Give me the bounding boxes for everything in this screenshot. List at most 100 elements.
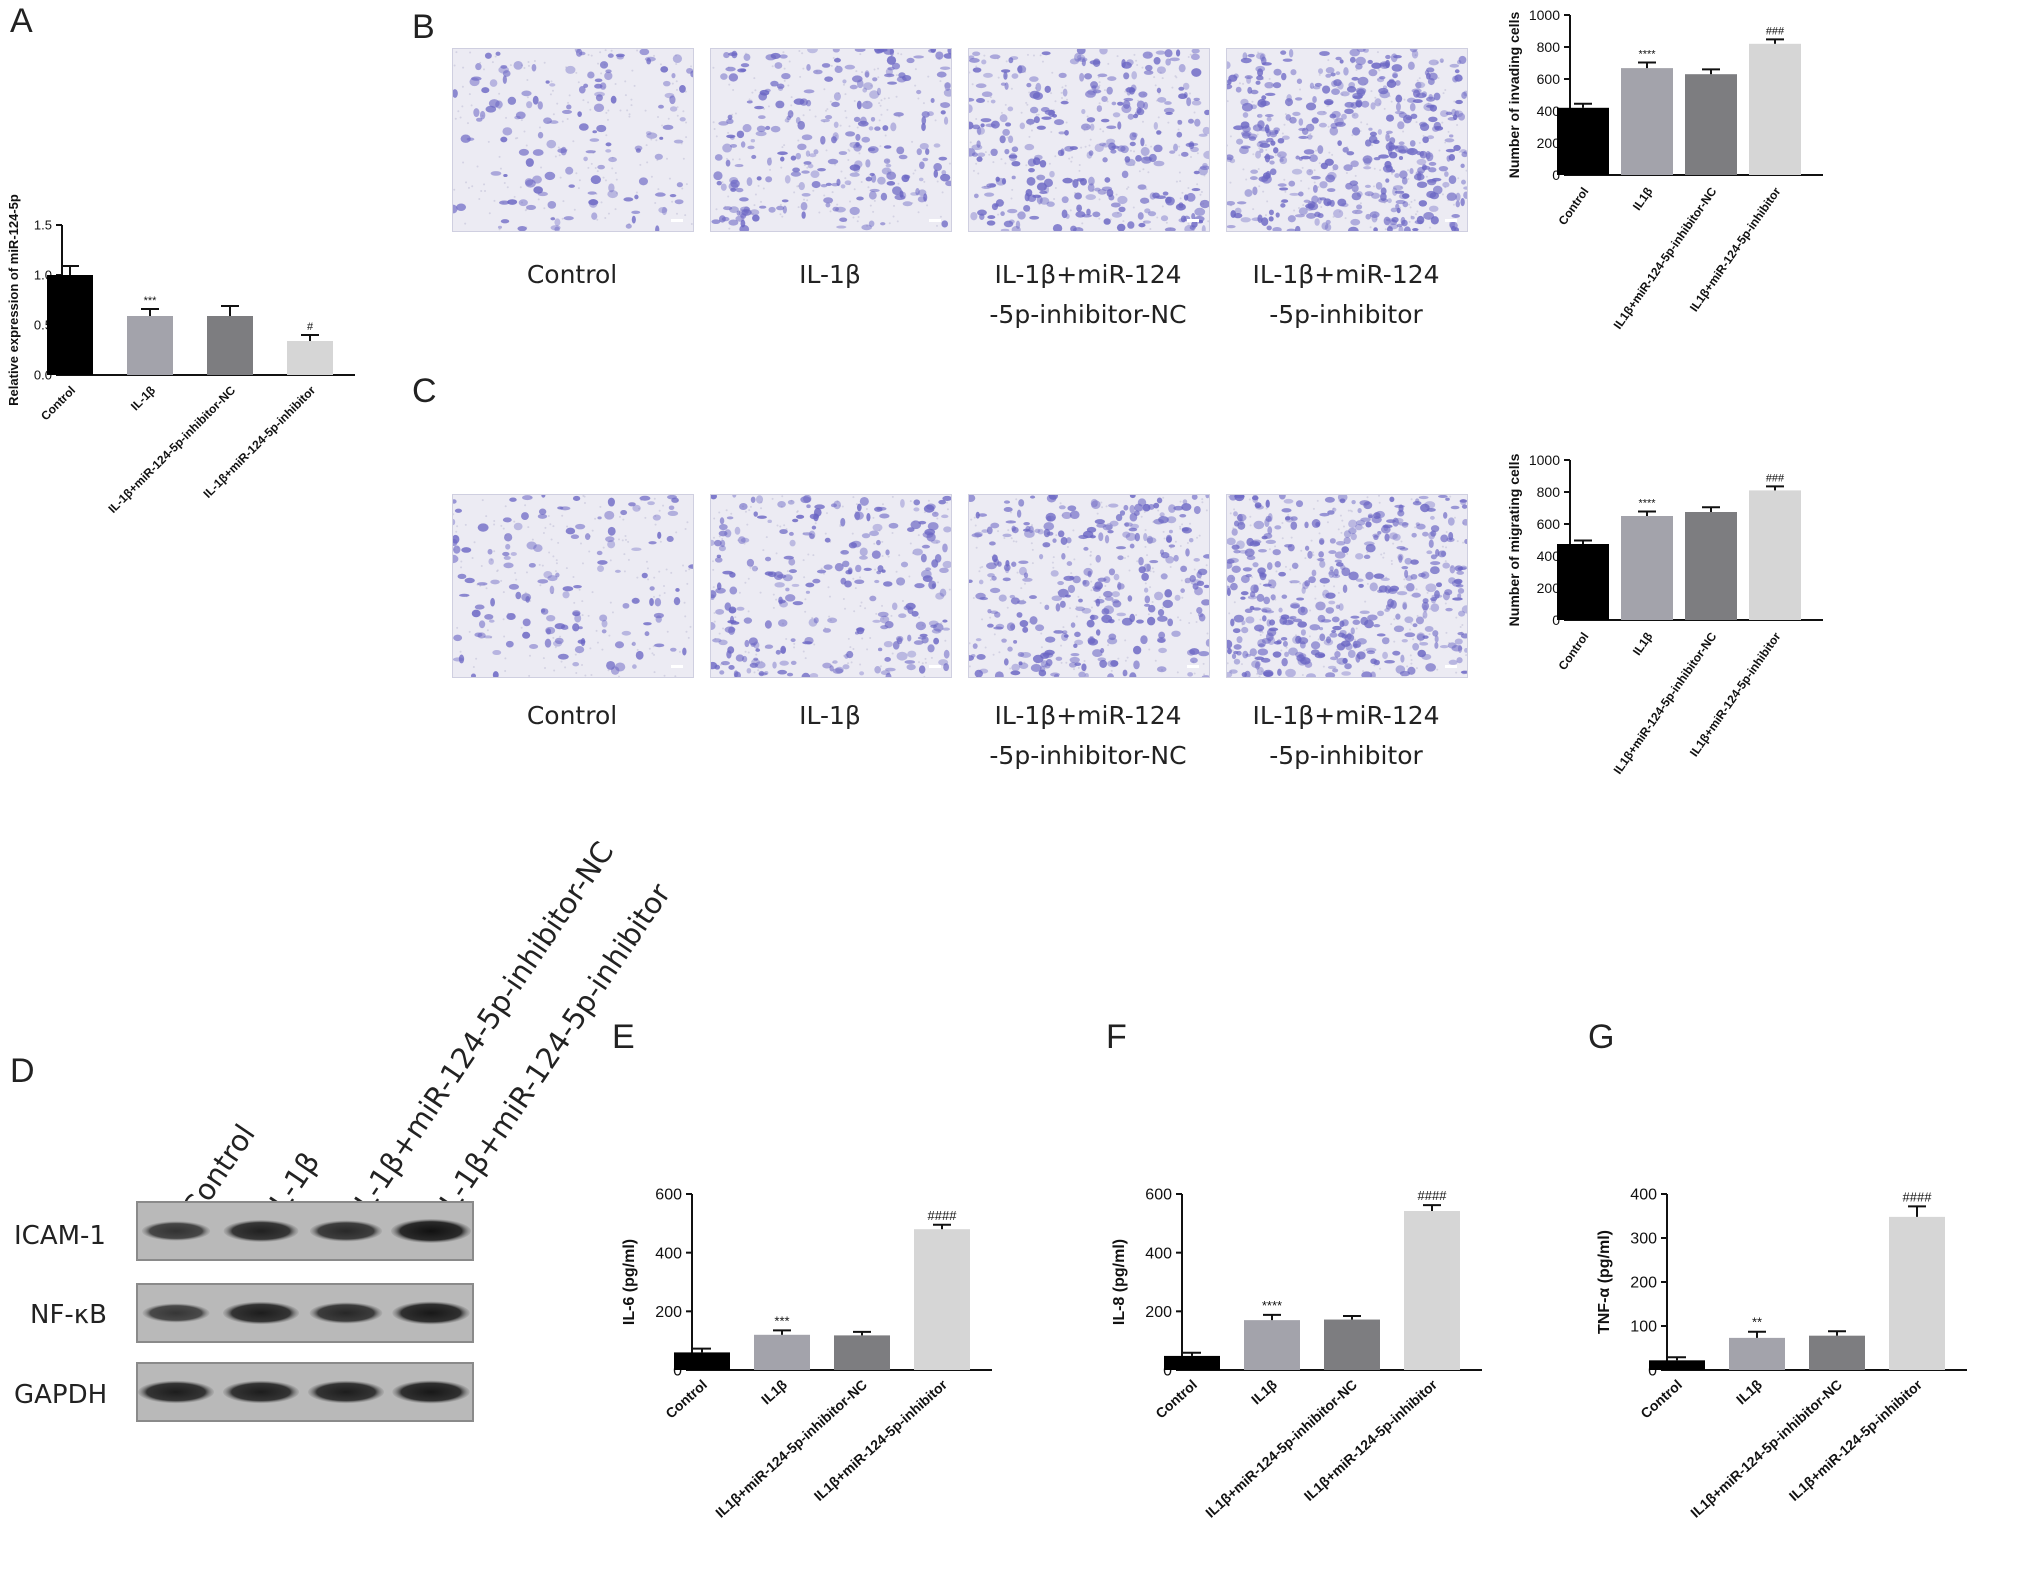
significance-label: ### [1766,472,1785,484]
blot-band [142,1303,210,1323]
y-axis-title: Number of invading cells [1506,12,1522,179]
significance-label: # [307,321,314,333]
x-tick-label: IL1β [758,1376,790,1407]
significance-label: ** [1752,1315,1762,1330]
x-tick-label: Control [1556,630,1592,673]
y-axis-title: Number of migrating cells [1506,453,1522,626]
bar [1749,43,1801,175]
y-tick-label: 400 [1630,1187,1657,1204]
y-tick-label: 400 [655,1245,682,1262]
micrograph-c-control [452,494,694,678]
y-tick-label: 600 [1537,516,1561,532]
bar [1164,1355,1220,1370]
y-tick-label: 800 [1537,39,1561,55]
micrograph-b-inhibitor [1226,48,1468,232]
bar [1889,1216,1945,1370]
bar [1685,512,1737,620]
y-tick-label: 200 [655,1304,682,1321]
micrograph-c-il1b [710,494,952,678]
panel-label-c: C [412,372,437,410]
micrograph-b-il1b [710,48,952,232]
caption-c-control: Control [526,701,618,730]
blot-band [309,1220,383,1242]
bar [1749,490,1801,620]
y-tick-label: 0 [1552,612,1560,628]
x-tick-label: Control [1152,1376,1200,1421]
panel-label-f: F [1106,1018,1127,1056]
x-tick-label: IL1β [1248,1376,1280,1407]
x-tick-label: IL1β [1630,185,1656,213]
significance-label: *** [144,295,158,307]
blot-band [307,1380,385,1404]
bar [834,1335,890,1370]
caption-b-control: Control [526,260,618,289]
panel-label-g: G [1588,1018,1615,1056]
x-tick-label: IL1β+miR-124-5p-inhibitor-NC [1687,1376,1845,1520]
y-tick-label: 100 [1630,1319,1657,1336]
y-tick-label: 1000 [1529,7,1560,23]
bar [47,275,93,375]
significance-label: **** [1638,49,1656,61]
x-tick-label: IL1β+miR-124-5p-inhibitor [1786,1376,1926,1504]
wb-strip-gapdh [136,1362,474,1422]
bar [1685,74,1737,175]
wb-row-label-nfkb: NF-κB [30,1300,107,1330]
bar [127,316,173,375]
blot-band [222,1380,300,1404]
y-tick-label: 200 [1630,1275,1657,1292]
wb-row-label-gapdh: GAPDH [14,1380,108,1410]
bar [1809,1335,1865,1370]
wb-row-label-icam1: ICAM-1 [14,1221,106,1251]
bar [1621,516,1673,620]
blot-band [392,1301,470,1325]
x-tick-label: Control [662,1376,710,1421]
caption-b-inhibitor: IL-1β+miR-124 -5p-inhibitor [1252,260,1440,329]
significance-label: *** [774,1313,789,1328]
bar [754,1334,810,1370]
y-tick-label: 200 [1537,580,1561,596]
bar [1557,107,1609,175]
x-tick-label: IL1β+miR-124-5p-inhibitor-NC [712,1376,870,1520]
blot-band [309,1302,383,1324]
y-tick-label: 400 [1537,548,1561,564]
x-tick-label: IL1β [1733,1376,1765,1407]
panel-label-a: A [10,2,33,40]
y-tick-label: 400 [1145,1245,1172,1262]
y-axis-title: Relative expression of miR-124-5p [6,194,21,406]
y-tick-label: 0 [673,1363,682,1380]
caption-b-il1b: IL-1β [799,260,861,289]
y-tick-label: 400 [1537,103,1561,119]
bar [1557,544,1609,620]
bar [914,1229,970,1370]
significance-label: #### [1903,1189,1933,1204]
bar [207,316,253,375]
blot-band [141,1221,211,1241]
y-tick-label: 600 [1145,1187,1172,1204]
blot-band [222,1301,300,1325]
y-axis-title: IL-6 (pg/ml) [621,1239,638,1325]
y-tick-label: 600 [1537,71,1561,87]
y-tick-label: 600 [655,1187,682,1204]
blot-band [392,1380,470,1404]
panel-label-e: E [612,1018,635,1056]
y-tick-label: 0 [1552,167,1560,183]
micrograph-b-inhibitor-nc [968,48,1210,232]
blot-band [391,1219,471,1243]
y-tick-label: 0 [1648,1363,1657,1380]
bar [1621,68,1673,175]
y-tick-label: 300 [1630,1231,1657,1248]
micrograph-c-inhibitor [1226,494,1468,678]
significance-label: #### [928,1208,958,1223]
x-tick-label: IL1β+miR-124-5p-inhibitor-NC [1202,1376,1360,1520]
caption-b-inhibitor-nc: IL-1β+miR-124 -5p-inhibitor-NC [989,260,1187,329]
x-tick-label: IL1β+miR-124-5p-inhibitor [811,1376,951,1504]
blot-band [137,1380,215,1404]
chart-c-migrating-cells: 0 200 400 600 800 1000 Number of migrating cel… [1506,452,1823,777]
x-tick-label: IL-1β [128,383,158,413]
caption-c-inhibitor-nc: IL-1β+miR-124 -5p-inhibitor-NC [989,701,1187,770]
significance-label: ### [1766,25,1785,37]
